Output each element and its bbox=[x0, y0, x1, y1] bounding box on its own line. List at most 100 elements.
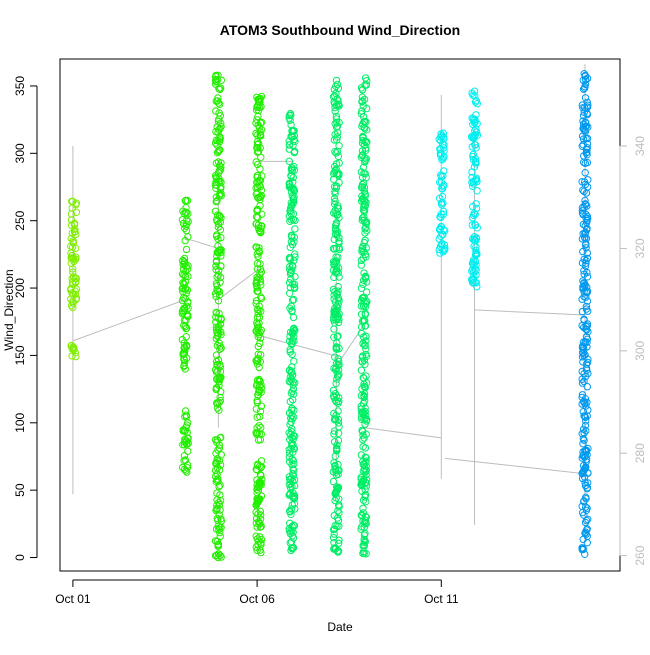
data-point bbox=[360, 389, 369, 398]
data-point bbox=[473, 100, 481, 108]
data-point bbox=[211, 207, 220, 216]
data-point bbox=[438, 185, 447, 193]
y2-axis-tick-label: 340 bbox=[633, 136, 647, 156]
data-point bbox=[584, 369, 592, 378]
data-point bbox=[579, 124, 588, 132]
data-point bbox=[582, 259, 590, 267]
data-point bbox=[256, 523, 264, 531]
data-point bbox=[332, 115, 341, 123]
data-point bbox=[360, 213, 368, 221]
data-point bbox=[334, 436, 343, 445]
data-point bbox=[332, 379, 340, 388]
data-point bbox=[253, 259, 262, 268]
data-point bbox=[285, 212, 293, 221]
data-point bbox=[181, 322, 190, 331]
data-point bbox=[288, 337, 296, 345]
data-point bbox=[257, 293, 265, 301]
data-point bbox=[583, 539, 591, 547]
data-point bbox=[254, 309, 262, 318]
data-point bbox=[472, 200, 480, 208]
data-point bbox=[254, 287, 262, 295]
data-point bbox=[69, 343, 78, 352]
data-point bbox=[212, 184, 220, 193]
data-point bbox=[473, 250, 481, 259]
data-point bbox=[184, 233, 192, 241]
data-point bbox=[287, 367, 296, 375]
data-point bbox=[212, 506, 220, 515]
data-point bbox=[330, 430, 338, 438]
data-point bbox=[213, 286, 221, 294]
data-point bbox=[333, 339, 341, 347]
data-point bbox=[258, 475, 266, 483]
data-point bbox=[288, 455, 296, 463]
data-point bbox=[357, 323, 366, 331]
data-point bbox=[472, 111, 480, 119]
data-point bbox=[216, 524, 224, 532]
y2-axis-tick-label: 320 bbox=[633, 238, 647, 258]
data-point bbox=[217, 119, 225, 128]
data-point bbox=[335, 178, 343, 187]
data-point bbox=[579, 545, 588, 553]
data-point bbox=[332, 253, 340, 261]
data-point bbox=[215, 167, 224, 175]
data-point bbox=[583, 183, 592, 191]
data-point bbox=[331, 148, 339, 156]
data-point bbox=[330, 530, 338, 538]
data-point bbox=[184, 299, 192, 307]
y-axis: 0 50 100 150 200 250 300 350 bbox=[13, 76, 38, 561]
data-point bbox=[357, 413, 366, 421]
data-point bbox=[290, 295, 298, 304]
data-point bbox=[332, 544, 340, 553]
data-point bbox=[335, 509, 343, 517]
data-point bbox=[287, 389, 296, 397]
data-point bbox=[286, 489, 294, 497]
data-point bbox=[583, 110, 592, 119]
data-point bbox=[331, 465, 339, 473]
data-point bbox=[290, 127, 298, 135]
data-point bbox=[254, 213, 262, 222]
data-point bbox=[252, 297, 261, 305]
data-point bbox=[582, 455, 591, 463]
data-point bbox=[213, 470, 221, 478]
data-point bbox=[67, 234, 75, 243]
data-point bbox=[584, 215, 592, 223]
data-point bbox=[359, 136, 367, 145]
data-point bbox=[291, 216, 299, 225]
data-point bbox=[257, 481, 265, 489]
data-point bbox=[358, 512, 366, 520]
data-point bbox=[583, 148, 591, 157]
data-point bbox=[254, 510, 262, 518]
data-point bbox=[217, 76, 226, 85]
secondary-line-segment bbox=[73, 299, 186, 342]
y-axis-tick-label: 50 bbox=[13, 483, 27, 497]
data-point bbox=[357, 168, 365, 176]
data-point bbox=[290, 522, 299, 530]
data-point bbox=[582, 302, 591, 311]
data-point bbox=[581, 550, 589, 558]
y-axis-tick-label: 200 bbox=[13, 278, 27, 298]
data-point bbox=[335, 397, 343, 406]
data-point bbox=[580, 315, 588, 323]
data-point bbox=[216, 551, 224, 560]
data-point bbox=[580, 473, 589, 481]
data-point bbox=[253, 398, 261, 407]
data-point bbox=[253, 148, 262, 156]
data-point bbox=[578, 474, 587, 483]
data-point bbox=[291, 250, 299, 258]
data-point bbox=[582, 495, 590, 503]
data-point bbox=[472, 246, 480, 255]
data-point bbox=[256, 131, 264, 140]
data-point bbox=[582, 240, 590, 248]
data-point bbox=[334, 332, 342, 340]
data-point bbox=[581, 80, 590, 89]
data-point bbox=[471, 220, 479, 229]
data-point bbox=[333, 227, 341, 235]
data-point bbox=[582, 325, 590, 333]
data-point bbox=[361, 317, 369, 325]
data-point bbox=[357, 197, 366, 205]
data-point bbox=[180, 452, 189, 460]
data-point bbox=[72, 230, 80, 239]
data-point bbox=[360, 248, 368, 256]
data-point bbox=[216, 481, 224, 489]
data-point bbox=[184, 439, 192, 447]
